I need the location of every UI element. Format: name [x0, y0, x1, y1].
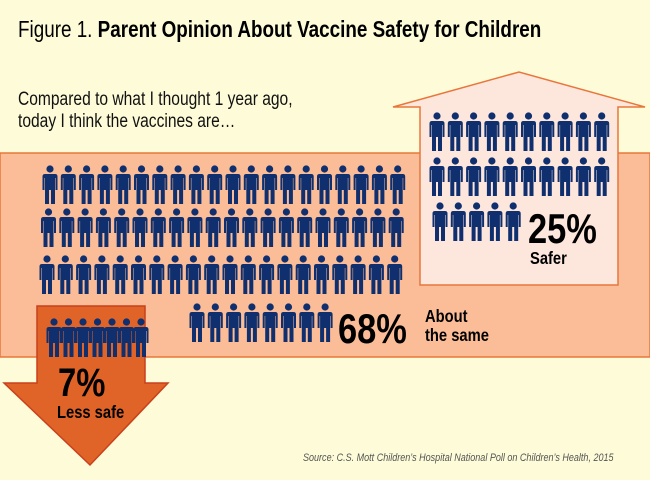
- same-label-2: the same: [425, 326, 489, 346]
- title-main: Parent Opinion About Vaccine Safety for …: [97, 16, 542, 42]
- same-label-1: About: [425, 307, 468, 327]
- source-note: Source: C.S. Mott Children’s Hospital Na…: [303, 452, 650, 464]
- less-safe-label: Less safe: [57, 403, 124, 423]
- same-percent: 68%: [338, 306, 407, 353]
- less-safe-percent: 7%: [58, 360, 105, 405]
- safer-label: Safer: [530, 249, 567, 269]
- safer-percent: 25%: [528, 206, 597, 253]
- figure-number: Figure 1.: [18, 16, 93, 42]
- less-safe-arrow: [2, 305, 170, 467]
- subtitle-line2: today I think the vaccines are…: [18, 111, 236, 132]
- figure-title: Figure 1. Parent Opinion About Vaccine S…: [18, 16, 650, 43]
- subtitle-line1: Compared to what I thought 1 year ago,: [18, 89, 293, 110]
- subtitle: Compared to what I thought 1 year ago, to…: [18, 89, 353, 133]
- source-text: Source: C.S. Mott Children’s Hospital Na…: [303, 452, 614, 464]
